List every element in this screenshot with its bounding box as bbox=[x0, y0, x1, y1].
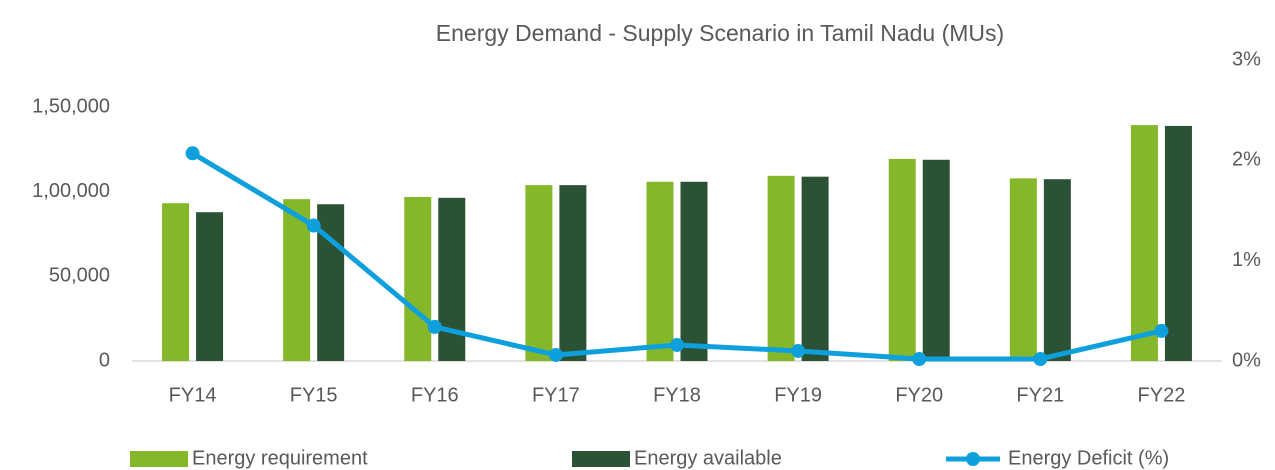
x-tick-label: FY22 bbox=[1138, 384, 1186, 406]
x-tick-label: FY15 bbox=[290, 384, 338, 406]
line-marker bbox=[791, 343, 806, 358]
bar bbox=[801, 176, 829, 361]
bar bbox=[922, 159, 950, 361]
x-tick-label: FY21 bbox=[1016, 384, 1064, 406]
x-tick-label: FY19 bbox=[774, 384, 822, 406]
y2-tick-label: 1% bbox=[1232, 249, 1261, 271]
line-marker bbox=[912, 351, 927, 366]
legend-swatch bbox=[572, 451, 630, 467]
bar bbox=[162, 203, 190, 361]
bar bbox=[317, 204, 345, 361]
bar bbox=[559, 185, 587, 361]
y-tick-label: 1,00,000 bbox=[32, 180, 110, 202]
y-tick-label: 0 bbox=[99, 349, 110, 371]
line-marker bbox=[1154, 323, 1169, 338]
y-tick-label: 1,50,000 bbox=[32, 96, 110, 118]
y2-tick-label: 2% bbox=[1232, 149, 1261, 171]
bar bbox=[1043, 179, 1071, 361]
x-tick-label: FY16 bbox=[411, 384, 459, 406]
line-marker bbox=[670, 337, 684, 352]
y2-tick-label: 0% bbox=[1232, 349, 1261, 371]
bar bbox=[1130, 125, 1158, 361]
chart-title: Energy Demand - Supply Scenario in Tamil… bbox=[436, 20, 1004, 46]
legend-label: Energy Deficit (%) bbox=[1008, 447, 1169, 469]
bar bbox=[404, 196, 432, 361]
legend-label: Energy requirement bbox=[192, 447, 368, 469]
legend-swatch bbox=[966, 452, 980, 466]
x-tick-label: FY20 bbox=[895, 384, 943, 406]
y2-tick-label: 3% bbox=[1232, 48, 1261, 70]
legend-label: Energy available bbox=[634, 447, 782, 469]
bar bbox=[680, 181, 708, 361]
bar bbox=[1009, 178, 1037, 361]
line-marker bbox=[548, 347, 563, 362]
y-tick-label: 50,000 bbox=[49, 265, 110, 287]
bar bbox=[646, 181, 674, 361]
line-marker bbox=[306, 218, 321, 233]
bar bbox=[283, 199, 311, 361]
bar bbox=[525, 185, 553, 361]
x-tick-label: FY17 bbox=[532, 384, 580, 406]
line-marker bbox=[185, 146, 200, 161]
bar bbox=[196, 212, 224, 361]
line-marker bbox=[427, 319, 442, 334]
bar bbox=[438, 197, 466, 361]
legend-swatch bbox=[130, 451, 188, 467]
line-marker bbox=[1033, 351, 1048, 366]
x-tick-label: FY14 bbox=[169, 384, 217, 406]
bar bbox=[767, 175, 795, 361]
x-tick-label: FY18 bbox=[653, 384, 701, 406]
bar bbox=[888, 158, 916, 361]
bar bbox=[1164, 125, 1192, 362]
